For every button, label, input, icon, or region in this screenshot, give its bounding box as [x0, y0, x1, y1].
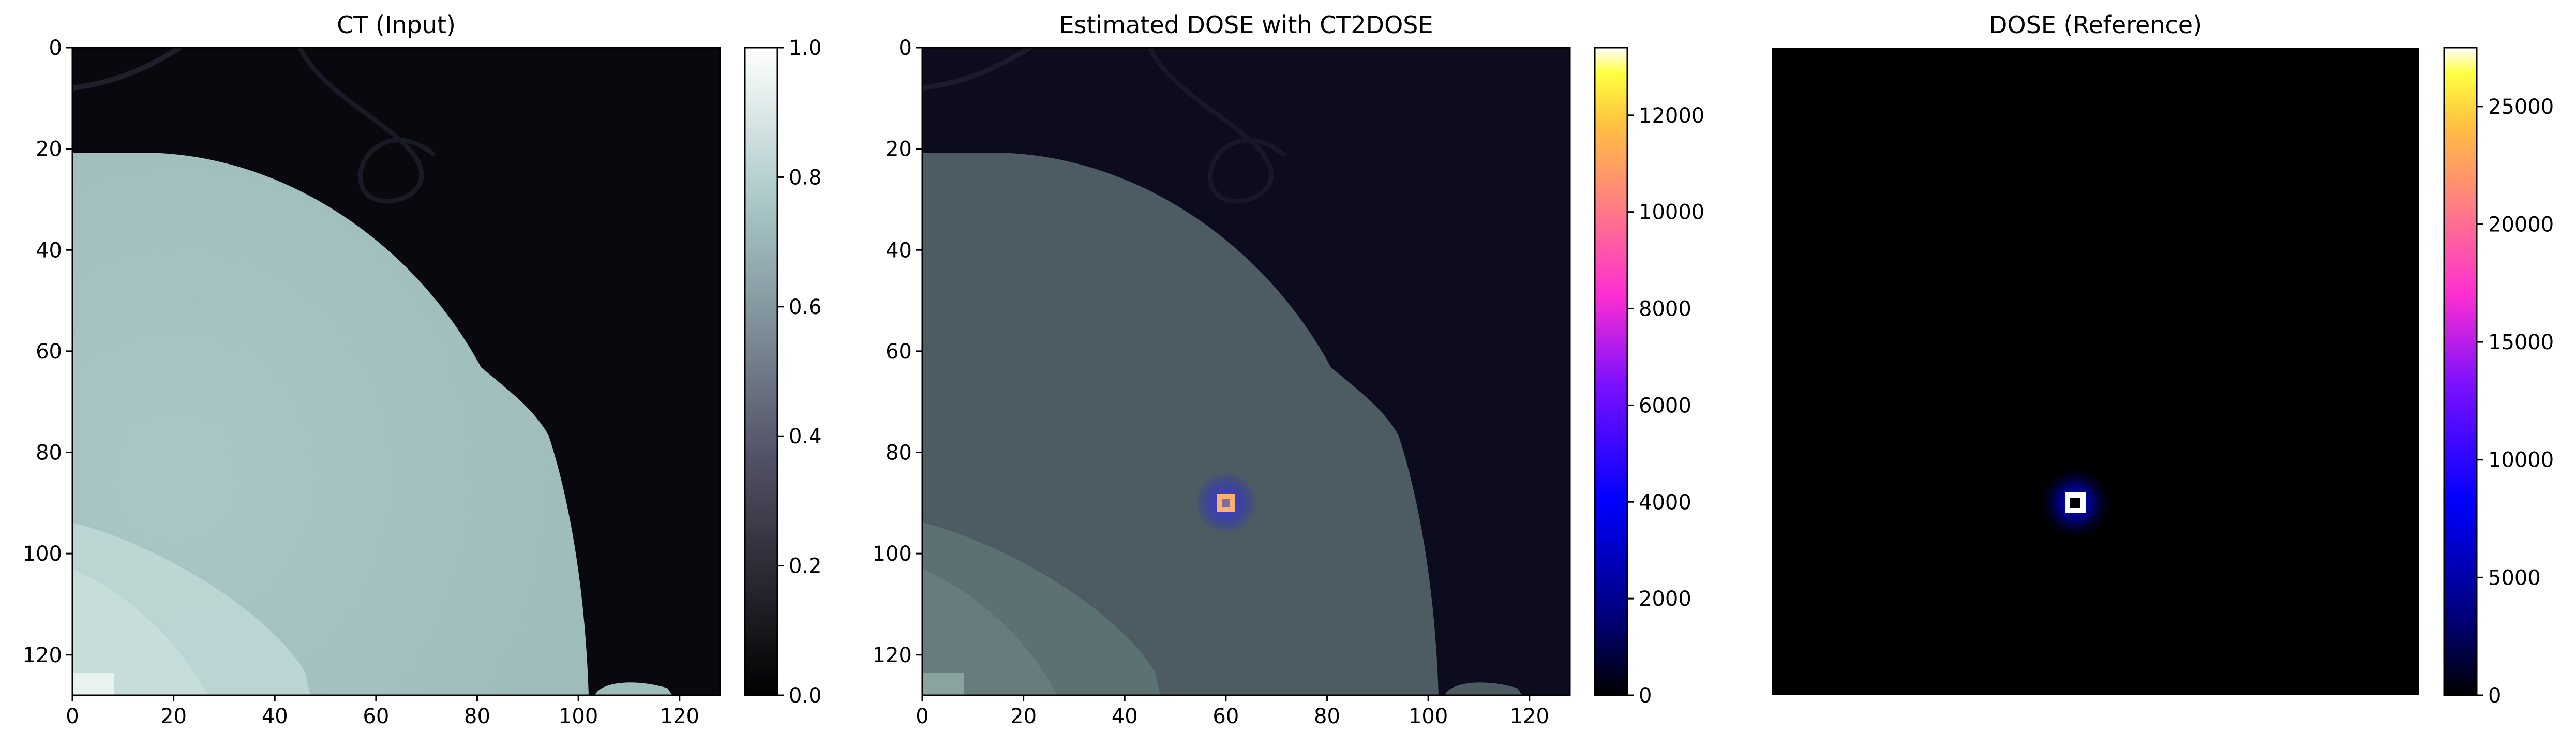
x-tick-label: 120	[660, 705, 699, 728]
panel-2-y-ticks: 0 20 40 60 80 100 120	[873, 36, 922, 667]
x-tick-label: 0	[916, 705, 928, 728]
reference-dose-colorbar	[2443, 47, 2478, 696]
x-tick-label: 100	[1409, 705, 1448, 728]
estimated-dose-colorbar-ticks: 0 2000 4000 6000 8000 10000 12000	[1627, 104, 1704, 708]
reference-dose-image	[1772, 48, 2419, 695]
colorbar-tick-label: 0	[1639, 684, 1652, 708]
colorbar-tick-label: 0.0	[789, 684, 822, 708]
colorbar-tick-label: 0.6	[789, 295, 822, 319]
panel-1-x-ticks: 0 20 40 60 80 100 120	[66, 695, 699, 728]
colorbar-tick-label: 6000	[1639, 394, 1691, 417]
y-tick-label: 40	[36, 238, 62, 262]
y-tick-label: 20	[886, 138, 912, 161]
x-tick-label: 120	[1510, 705, 1549, 728]
panel-1-y-ticks: 0 20 40 60 80 100 120	[23, 36, 72, 667]
colorbar-tick-label: 12000	[1639, 104, 1704, 128]
y-tick-label: 80	[36, 441, 62, 465]
colorbar-tick-label: 2000	[1639, 587, 1691, 611]
colorbar-tick-label: 8000	[1639, 297, 1691, 321]
panel-dose-reference: DOSE (Reference) 0 5000 10000 15000 20000 250…	[1772, 11, 2554, 708]
x-tick-label: 40	[1112, 705, 1138, 728]
colorbar-tick-label: 1.0	[789, 36, 822, 60]
y-tick-label: 0	[899, 36, 912, 60]
x-tick-label: 0	[66, 705, 79, 728]
y-tick-label: 120	[23, 644, 62, 667]
x-tick-label: 20	[160, 705, 187, 728]
ct-image	[72, 48, 720, 695]
colorbar-tick-label: 0.2	[789, 555, 822, 578]
panel-3-title: DOSE (Reference)	[1989, 11, 2202, 39]
x-tick-label: 20	[1010, 705, 1037, 728]
panel-2-x-ticks: 0 20 40 60 80 100 120	[916, 695, 1549, 728]
y-tick-label: 20	[36, 138, 62, 161]
colorbar-tick-label: 0	[2488, 684, 2501, 708]
ct-colorbar-ticks: 0.0 0.2 0.4 0.6 0.8 1.0	[777, 36, 822, 708]
x-tick-label: 60	[363, 705, 389, 728]
colorbar-tick-label: 5000	[2488, 566, 2541, 590]
reference-dose-colorbar-ticks: 0 5000 10000 15000 20000 25000	[2477, 95, 2554, 708]
x-tick-label: 60	[1212, 705, 1239, 728]
estimated-dose-image	[922, 48, 1570, 695]
y-tick-label: 0	[49, 36, 62, 60]
colorbar-tick-label: 25000	[2488, 95, 2554, 119]
colorbar-tick-label: 10000	[1639, 201, 1704, 225]
colorbar-tick-label: 0.8	[789, 166, 822, 189]
colorbar-tick-label: 20000	[2488, 213, 2554, 236]
panel-2-title: Estimated DOSE with CT2DOSE	[1059, 11, 1433, 39]
y-tick-label: 60	[886, 340, 912, 364]
x-tick-label: 80	[464, 705, 490, 728]
y-tick-label: 120	[873, 644, 912, 667]
y-tick-label: 100	[23, 542, 62, 566]
colorbar-tick-label: 15000	[2488, 331, 2554, 354]
estimated-dose-colorbar	[1594, 47, 1628, 696]
colorbar-tick-label: 0.4	[789, 425, 822, 449]
ct-colorbar	[744, 47, 778, 696]
x-tick-label: 100	[559, 705, 598, 728]
colorbar-tick-label: 10000	[2488, 449, 2554, 472]
y-tick-label: 40	[886, 238, 912, 262]
x-tick-label: 40	[262, 705, 288, 728]
panel-ct-input: CT (Input) 0 20 40 60 80 100 120 0 20 40 60 80 100 1…	[23, 11, 822, 728]
colorbar-tick-label: 4000	[1639, 490, 1691, 514]
y-tick-label: 80	[886, 441, 912, 465]
reference-dose-hotspot	[2039, 467, 2111, 539]
panel-estimated-dose: Estimated DOSE with CT2DOSE 0 20 40 60 80 100…	[873, 11, 1705, 728]
panel-1-title: CT (Input)	[337, 11, 456, 39]
y-tick-label: 100	[873, 542, 912, 566]
x-tick-label: 80	[1314, 705, 1340, 728]
y-tick-label: 60	[36, 340, 62, 364]
